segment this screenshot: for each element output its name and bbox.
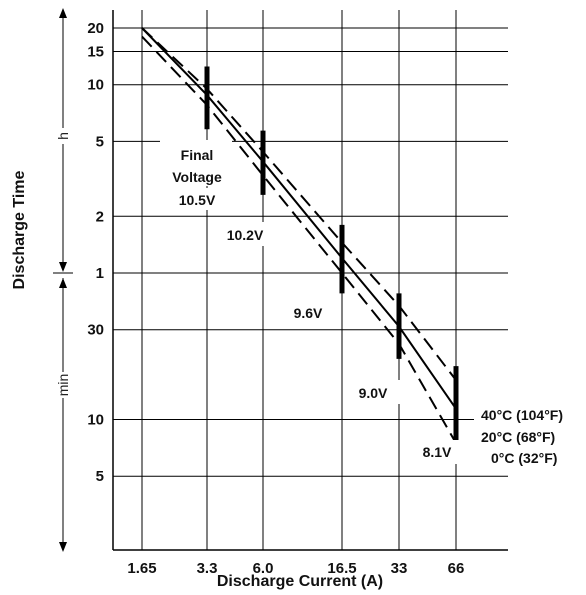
y-tick-label: 2 bbox=[96, 208, 104, 225]
unit-gap bbox=[55, 128, 71, 144]
arrow-up-icon bbox=[59, 8, 67, 18]
arrow-up-icon bbox=[59, 278, 67, 288]
voltage-label-bg bbox=[170, 188, 222, 210]
annotation-line: Voltage bbox=[172, 169, 222, 185]
annotation-bg bbox=[160, 140, 232, 186]
voltage-labels: 10.5V 10.2V 9.6V 9.0V 8.1V Final Voltage bbox=[160, 140, 465, 464]
voltage-label: 8.1V bbox=[423, 444, 452, 460]
y-tick-label: 15 bbox=[87, 44, 104, 61]
voltage-markers bbox=[204, 66, 459, 454]
unit-gap bbox=[54, 372, 72, 398]
y-tick-label: 10 bbox=[87, 77, 104, 94]
x-tick-label: 3.3 bbox=[197, 560, 218, 577]
arrow-down-icon bbox=[59, 542, 67, 552]
voltage-label-bg bbox=[215, 222, 273, 246]
y-axis-title: Discharge Time bbox=[11, 170, 28, 289]
axis-ticks: 20 15 10 5 2 1 30 10 5 1.65 3.3 6.0 16.5 33 66 bbox=[87, 20, 464, 577]
unit-bar: h min bbox=[53, 8, 73, 552]
legend: 40°C (104°F) 20°C (68°F) 0°C (32°F) bbox=[474, 402, 586, 470]
series-line bbox=[141, 35, 457, 444]
voltage-label: 9.0V bbox=[359, 385, 388, 401]
series-line bbox=[141, 27, 457, 410]
y-tick-label: 1 bbox=[96, 265, 104, 282]
series-line bbox=[141, 27, 457, 381]
x-tick-label: 6.0 bbox=[253, 560, 274, 577]
x-tick-label: 66 bbox=[448, 560, 465, 577]
legend-item: 20°C (68°F) bbox=[481, 429, 555, 445]
x-axis-title: Discharge Current (A) bbox=[217, 573, 383, 590]
legend-item: 40°C (104°F) bbox=[481, 407, 563, 423]
chart-grid bbox=[112, 10, 508, 551]
legend-item: 0°C (32°F) bbox=[491, 450, 557, 466]
series-lines bbox=[141, 27, 457, 444]
annotation-line: Final bbox=[181, 147, 214, 163]
voltage-label-bg bbox=[283, 300, 335, 324]
hours-unit-label: h bbox=[55, 132, 71, 140]
y-tick-label: 5 bbox=[96, 468, 104, 485]
voltage-label: 9.6V bbox=[294, 305, 323, 321]
voltage-label-bg bbox=[413, 440, 465, 464]
voltage-label: 10.2V bbox=[227, 227, 264, 243]
y-tick-label: 5 bbox=[96, 133, 104, 150]
x-tick-label: 33 bbox=[391, 560, 408, 577]
voltage-label: 10.5V bbox=[179, 192, 216, 208]
x-tick-label: 1.65 bbox=[127, 560, 156, 577]
minutes-unit-label: min bbox=[55, 374, 71, 397]
y-tick-label: 10 bbox=[87, 412, 104, 429]
x-tick-label: 16.5 bbox=[327, 560, 356, 577]
arrow-down-icon bbox=[59, 262, 67, 272]
voltage-label-bg bbox=[348, 380, 400, 404]
y-tick-label: 20 bbox=[87, 20, 104, 37]
legend-bg bbox=[474, 402, 586, 470]
y-tick-label: 30 bbox=[87, 322, 104, 339]
